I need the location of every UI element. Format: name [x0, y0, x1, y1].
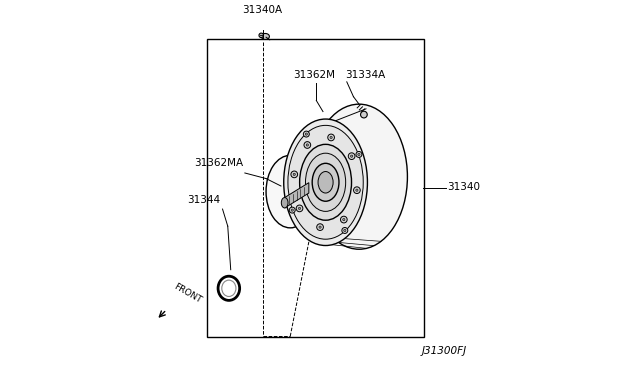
Ellipse shape: [305, 153, 346, 211]
Circle shape: [305, 133, 307, 135]
Circle shape: [356, 151, 362, 157]
Ellipse shape: [259, 33, 264, 38]
Circle shape: [330, 136, 332, 138]
Ellipse shape: [282, 198, 288, 208]
Circle shape: [298, 207, 301, 209]
Bar: [207, 39, 424, 337]
Circle shape: [344, 230, 346, 232]
Circle shape: [353, 187, 360, 193]
Ellipse shape: [300, 144, 351, 220]
Text: 31340: 31340: [447, 182, 480, 192]
Ellipse shape: [218, 276, 239, 301]
Ellipse shape: [266, 155, 314, 228]
Circle shape: [304, 142, 310, 148]
Circle shape: [306, 144, 308, 146]
Circle shape: [358, 153, 360, 155]
Circle shape: [291, 209, 293, 211]
Circle shape: [342, 218, 345, 221]
Text: 31334A: 31334A: [345, 70, 385, 80]
Ellipse shape: [318, 171, 333, 193]
Text: FRONT: FRONT: [172, 282, 204, 305]
Circle shape: [317, 224, 323, 231]
Text: 31362MA: 31362MA: [195, 158, 243, 168]
Circle shape: [328, 134, 335, 141]
Circle shape: [351, 155, 353, 157]
Circle shape: [342, 228, 348, 234]
Circle shape: [348, 153, 355, 160]
Ellipse shape: [261, 33, 269, 39]
Text: J31300FJ: J31300FJ: [422, 346, 467, 356]
Circle shape: [340, 216, 347, 223]
Ellipse shape: [222, 280, 236, 296]
Circle shape: [303, 131, 309, 137]
Ellipse shape: [310, 104, 408, 249]
Circle shape: [296, 205, 303, 212]
Circle shape: [319, 226, 321, 228]
Circle shape: [291, 171, 298, 178]
Circle shape: [293, 173, 296, 176]
Text: 31362M: 31362M: [293, 70, 335, 80]
Circle shape: [356, 189, 358, 191]
Ellipse shape: [288, 125, 364, 239]
Polygon shape: [285, 183, 309, 208]
Circle shape: [360, 111, 367, 118]
Text: 31344: 31344: [187, 195, 220, 205]
Ellipse shape: [284, 119, 367, 246]
Ellipse shape: [312, 163, 339, 201]
Circle shape: [289, 207, 295, 213]
Text: 31340A: 31340A: [243, 5, 282, 15]
